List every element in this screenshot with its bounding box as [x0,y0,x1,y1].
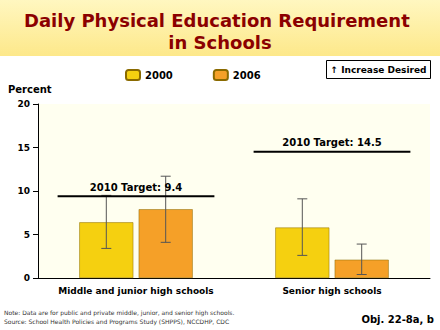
svg-text:10: 10 [17,186,30,196]
svg-text:2000: 2000 [145,70,173,81]
svg-text:Senior high schools: Senior high schools [282,286,381,296]
svg-text:Note: Data are for public and: Note: Data are for public and private mi… [4,309,234,317]
svg-text:Middle and junior high schools: Middle and junior high schools [58,286,213,296]
svg-text:2006: 2006 [233,70,261,81]
svg-text:Daily Physical Education Requi: Daily Physical Education Requirement [24,10,416,31]
svg-text:in Schools: in Schools [168,32,271,53]
svg-text:Obj. 22-8a, b: Obj. 22-8a, b [361,314,434,325]
svg-text:2010 Target: 14.5: 2010 Target: 14.5 [282,137,381,148]
svg-text:5: 5 [24,230,30,240]
svg-text:20: 20 [17,99,30,109]
svg-text:0: 0 [24,273,30,283]
svg-text:Source: School Health Policies: Source: School Health Policies and Progr… [4,318,229,326]
svg-text:Percent: Percent [8,84,52,95]
svg-text:2010 Target: 9.4: 2010 Target: 9.4 [90,182,182,193]
svg-text:15: 15 [17,143,30,153]
svg-text:↑ Increase Desired: ↑ Increase Desired [331,65,427,75]
